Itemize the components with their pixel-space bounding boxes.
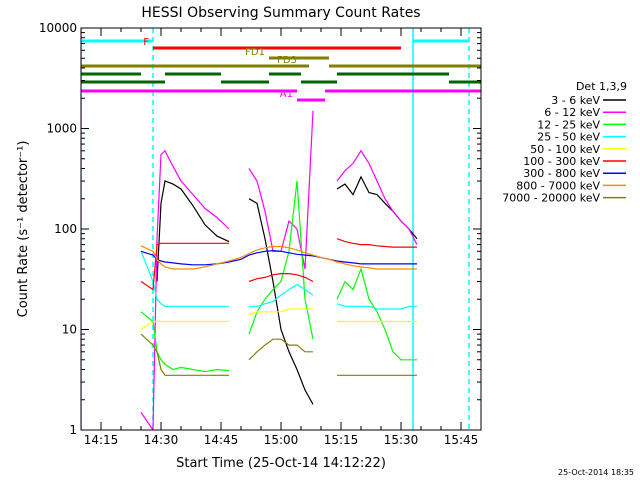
flag-label-8: A1 bbox=[280, 89, 293, 100]
legend-label-7: 800 - 7000 keV bbox=[516, 179, 600, 192]
series-1-line-2 bbox=[336, 149, 418, 245]
series-2-line-2 bbox=[336, 267, 417, 361]
series-5-line-0 bbox=[140, 242, 229, 291]
series-1-line-0 bbox=[140, 149, 230, 430]
series-8-line-0 bbox=[140, 333, 229, 376]
flag-label-7: A0 bbox=[64, 80, 77, 91]
legend-label-1: 6 - 12 keV bbox=[544, 106, 600, 119]
flag-label-3: FD3 bbox=[277, 55, 297, 66]
legend-label-3: 25 - 50 keV bbox=[537, 131, 600, 144]
x-tick-label-3: 15:00 bbox=[264, 433, 299, 447]
y-tick-label-2: 100 bbox=[54, 222, 77, 236]
flag-label-5: RD0 bbox=[56, 63, 77, 74]
series-6-line-0 bbox=[140, 249, 417, 266]
series-0-line-2 bbox=[336, 175, 418, 240]
series-4-line-1 bbox=[248, 308, 313, 316]
x-axis-label: Start Time (25-Oct-14 14:12:22) bbox=[176, 456, 386, 471]
series-7-line-0 bbox=[140, 245, 417, 270]
legend-label-2: 12 - 25 keV bbox=[537, 118, 600, 131]
series-8-line-1 bbox=[248, 338, 313, 361]
y-axis-label: Count Rate (s⁻¹ detector⁻¹) bbox=[16, 141, 31, 318]
legend-label-5: 100 - 300 keV bbox=[523, 155, 600, 168]
y-tick-label-1: 10 bbox=[62, 323, 77, 337]
series-5-line-2 bbox=[336, 238, 417, 248]
y-tick-label-4: 10000 bbox=[39, 21, 77, 35]
x-tick-label-5: 15:30 bbox=[384, 433, 419, 447]
footer-date: 25-Oct-2014 18:35 bbox=[558, 468, 634, 477]
chart-title: HESSI Observing Summary Count Rates bbox=[141, 5, 420, 21]
observing-boundary-lines bbox=[81, 28, 470, 430]
x-tick-label-0: 14:15 bbox=[84, 433, 119, 447]
legend-label-8: 7000 - 20000 keV bbox=[502, 192, 600, 205]
series-0-line-0 bbox=[156, 180, 230, 282]
x-tick-label-2: 14:45 bbox=[204, 433, 239, 447]
y-tick-label-3: 1000 bbox=[46, 122, 77, 136]
series-2-line-1 bbox=[248, 180, 314, 340]
x-tick-label-4: 15:15 bbox=[324, 433, 359, 447]
flag-label-1: F bbox=[143, 37, 149, 48]
series-3-line-1 bbox=[249, 283, 314, 307]
legend-title: Det 1,3,9 bbox=[576, 80, 627, 93]
series-1-line-1 bbox=[248, 110, 314, 270]
x-tick-label-1: 14:30 bbox=[144, 433, 179, 447]
y-tick-label-0: 1 bbox=[69, 423, 77, 437]
axis-layer: 14:15 14:30 14:45 15:00 15:15 15:30 15:45 1 10 10… bbox=[39, 21, 482, 447]
series-3-line-2 bbox=[336, 303, 417, 310]
series-0-line-1 bbox=[248, 198, 314, 405]
series-5-line-1 bbox=[248, 273, 314, 283]
series-layer bbox=[140, 110, 418, 430]
legend-label-4: 50 - 100 keV bbox=[530, 143, 600, 156]
legend-label-6: 300 - 800 keV bbox=[523, 167, 600, 180]
series-2-line-0 bbox=[140, 311, 230, 373]
legend-label-0: 3 - 6 keV bbox=[551, 94, 600, 107]
flag-label-2: FD1 bbox=[245, 47, 265, 58]
flag-label-6: RD6 bbox=[56, 71, 77, 82]
x-tick-label-6: 15:45 bbox=[444, 433, 479, 447]
series-3-line-0 bbox=[140, 251, 229, 307]
series-4-line-0 bbox=[140, 320, 229, 330]
